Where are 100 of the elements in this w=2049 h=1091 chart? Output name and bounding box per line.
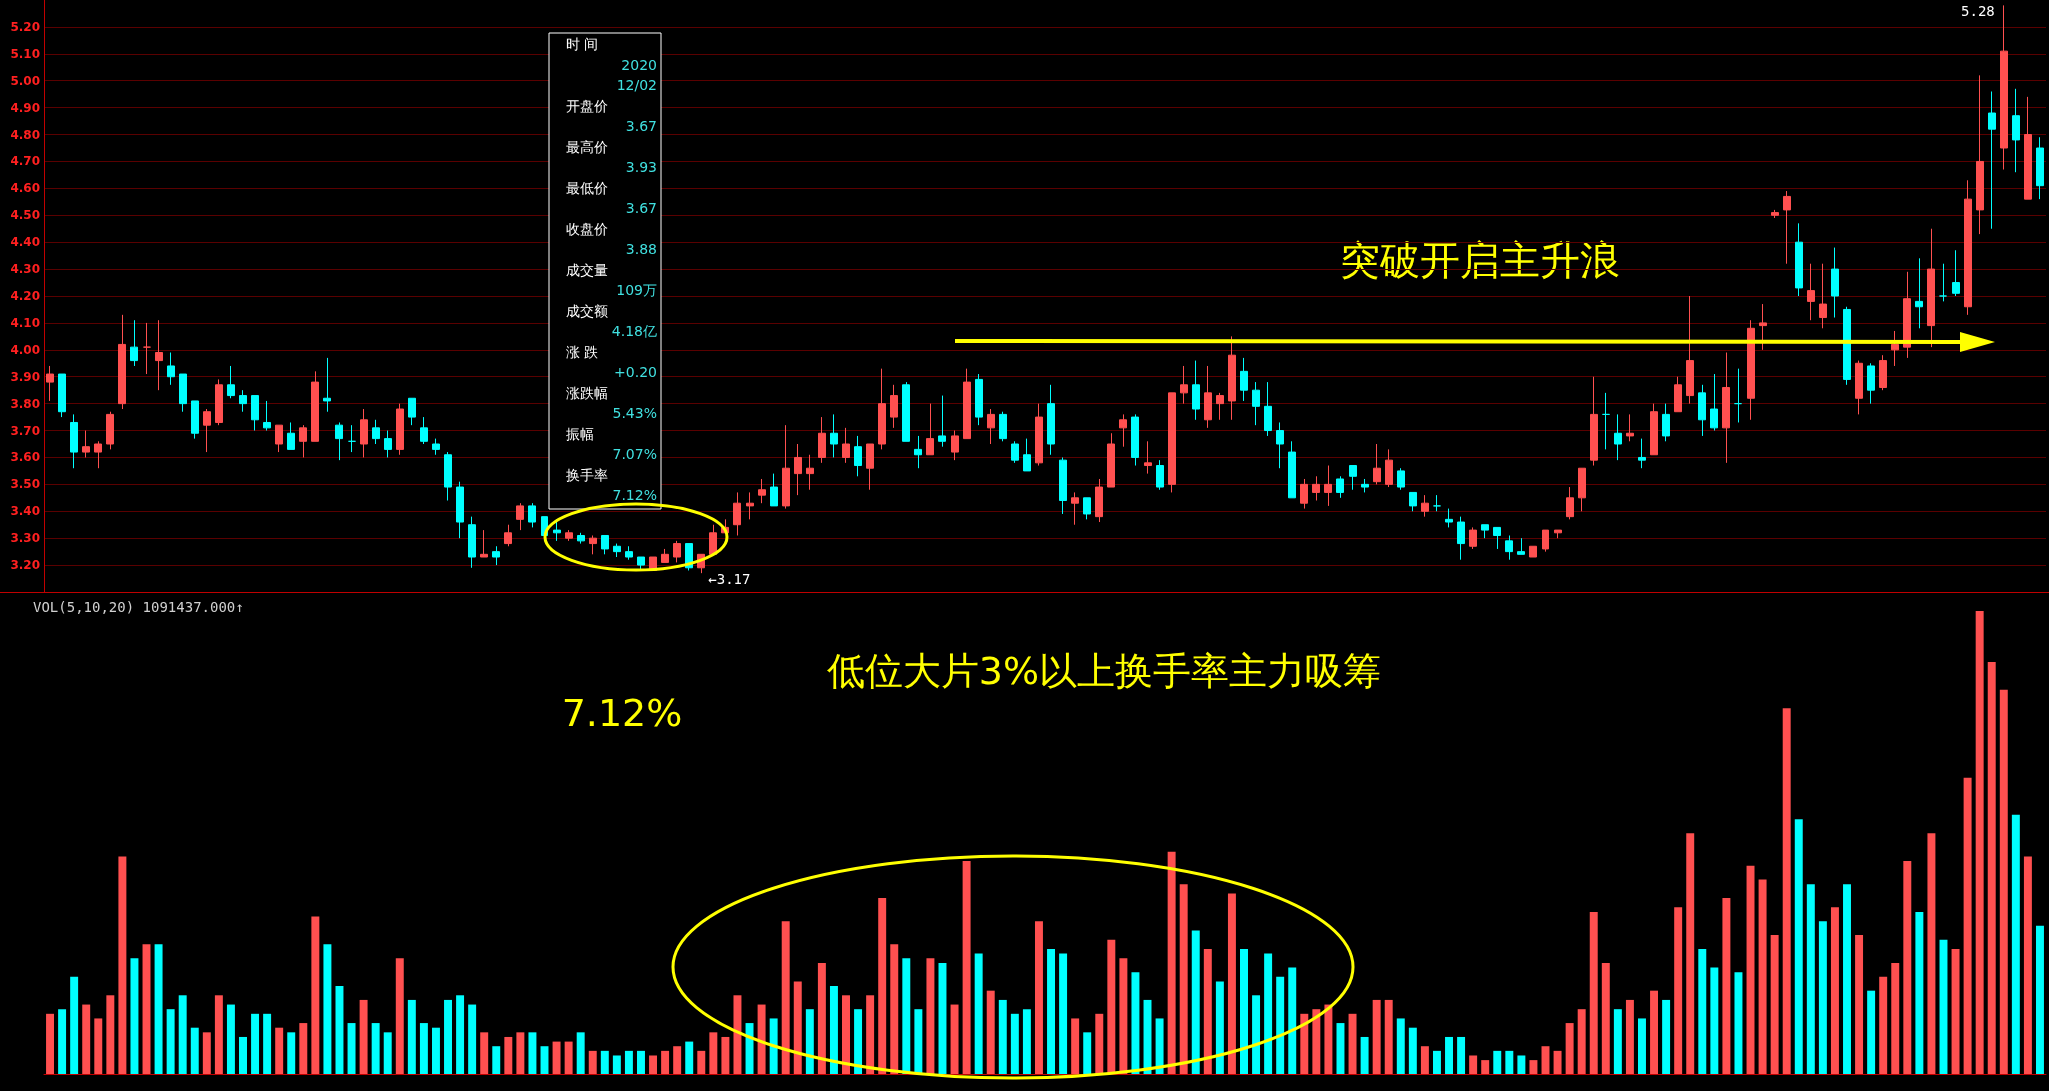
bar: [226, 1004, 235, 1074]
y-tick-label: 4.40: [10, 235, 40, 250]
candlestick: [1952, 249, 1960, 297]
bar: [1445, 1036, 1453, 1074]
candlestick: [1698, 384, 1706, 437]
bar: [46, 1013, 55, 1074]
candlestick: [1192, 360, 1200, 421]
candlestick: [999, 411, 1007, 442]
y-tick-label: 5.20: [10, 19, 40, 34]
bar: [202, 1032, 211, 1074]
candlestick: [299, 424, 307, 458]
candlestick: [372, 419, 380, 445]
y-tick-label: 4.20: [10, 289, 40, 303]
bar: [1372, 999, 1381, 1074]
candlestick: [468, 516, 476, 569]
bar: [1903, 861, 1912, 1074]
bar: [1686, 833, 1695, 1074]
bar: [842, 995, 850, 1074]
bar: [600, 1050, 609, 1074]
bar: [817, 962, 826, 1074]
bar: [733, 995, 742, 1074]
bar: [504, 1036, 513, 1074]
candlestick: [1650, 403, 1658, 456]
annotation: 5.28: [1961, 3, 1995, 20]
candlestick: [902, 381, 910, 442]
candlestick: [1228, 335, 1236, 421]
bar: [986, 990, 995, 1074]
candlestick: [1722, 352, 1730, 464]
bar: [950, 1004, 959, 1074]
candlestick: [1517, 537, 1525, 555]
candlestick: [1288, 440, 1296, 499]
bar: [106, 995, 115, 1074]
annotation: 12/02: [616, 77, 657, 93]
bar: [1843, 884, 1851, 1074]
candlestick: [396, 403, 404, 456]
bar: [1855, 935, 1864, 1074]
bar: [1047, 948, 1056, 1074]
bar: [1818, 921, 1827, 1074]
candlestick: [239, 389, 247, 413]
candlestick: [360, 408, 368, 458]
bar: [866, 995, 875, 1074]
annotation: 收盘价: [566, 220, 608, 237]
bar: [697, 1050, 706, 1074]
candlestick: [938, 395, 946, 448]
candlestick: [2036, 136, 2044, 200]
bar: [1288, 967, 1297, 1074]
candlestick: [1481, 524, 1489, 539]
candlestick: [492, 545, 500, 566]
candlestick: [1807, 263, 1815, 321]
bar: [1481, 1060, 1490, 1074]
bar: [58, 1009, 67, 1074]
candlestick: [335, 421, 343, 461]
bar: [1203, 948, 1212, 1074]
candlestick: [528, 502, 536, 528]
bar: [359, 999, 368, 1074]
bar: [1830, 907, 1839, 1074]
candlestick: [1578, 467, 1586, 512]
candlestick: [1976, 74, 1984, 235]
bar: [1782, 708, 1791, 1074]
bar: [1155, 1018, 1164, 1074]
candlestick: [1144, 440, 1152, 475]
bar: [1336, 1023, 1345, 1074]
candlestick: [758, 478, 766, 504]
y-tick-label: 4.50: [10, 208, 40, 223]
bar: [492, 1046, 501, 1074]
bar: [564, 1041, 573, 1074]
bar: [130, 958, 139, 1074]
candlestick: [94, 440, 102, 469]
y-tick-label: 4.70: [10, 154, 40, 169]
candlestick: [1505, 534, 1513, 561]
candlestick: [577, 532, 585, 545]
bar: [1095, 1013, 1104, 1074]
candlestick: [1445, 508, 1453, 528]
bar: [468, 1004, 477, 1074]
bar: [1517, 1055, 1526, 1074]
candlestick: [384, 430, 392, 458]
candlestick: [1469, 526, 1477, 550]
bar: [1915, 911, 1924, 1074]
bar: [311, 916, 320, 1074]
candlestick: [480, 529, 488, 558]
annotation: 5.43%: [612, 405, 657, 421]
bar: [1662, 999, 1671, 1074]
bar: [914, 1009, 923, 1074]
bar: [1396, 1018, 1405, 1074]
candlestick: [1879, 354, 1887, 391]
bar: [624, 1050, 633, 1074]
bar: [1432, 1050, 1441, 1074]
bar: [1457, 1036, 1466, 1074]
annotation: 低位大片3%以上换手率主力吸筹: [826, 649, 1382, 693]
bar: [576, 1032, 585, 1074]
annotation: 7.12%: [612, 487, 657, 503]
candlestick: [1554, 529, 1562, 539]
candlestick: [589, 534, 597, 555]
y-tick-label: 3.70: [10, 423, 40, 438]
candlestick: [625, 545, 633, 561]
candlestick: [1216, 392, 1224, 421]
bar: [1420, 1046, 1429, 1074]
candlestick: [2024, 96, 2032, 200]
bar: [1722, 898, 1731, 1074]
candlestick: [830, 413, 838, 458]
